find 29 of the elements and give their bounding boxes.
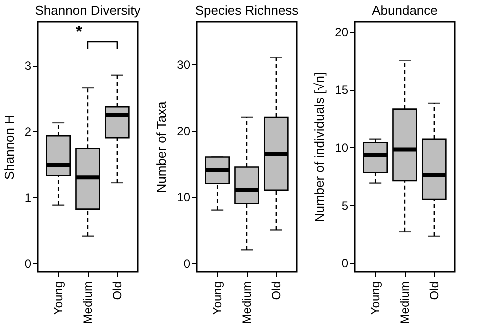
y-tick-label: 5	[342, 198, 349, 213]
y-tick-label: 3	[24, 59, 32, 74]
x-tick-label: Old	[269, 282, 284, 300]
y-tick-label: 0	[184, 256, 191, 271]
x-tick-label: Old	[110, 282, 124, 300]
y-tick-label: 10	[177, 190, 191, 205]
chart-title: Abundance	[372, 3, 438, 18]
chart-title: Species Richness	[195, 3, 300, 18]
x-tick-label: Young	[210, 282, 225, 316]
x-tick-label: Medium	[398, 282, 412, 324]
y-tick-label: 20	[177, 124, 191, 138]
x-tick-label: Young	[52, 282, 66, 316]
y-tick-label: 2	[24, 125, 32, 139]
y-tick-label: 0	[24, 256, 32, 271]
annotation: *	[76, 24, 84, 41]
y-axis-title: Number of Taxa	[154, 100, 170, 194]
y-tick-label: 0	[342, 256, 349, 271]
y-axis-title: Shannon H	[2, 114, 17, 180]
x-tick-label: Old	[427, 282, 442, 300]
y-tick-label: 1	[24, 190, 32, 205]
x-tick-label: Medium	[81, 282, 95, 324]
y-tick-label: 30	[177, 58, 191, 72]
x-tick-label: Medium	[240, 282, 254, 324]
x-tick-label: Young	[368, 282, 383, 316]
y-tick-label: 20	[335, 25, 349, 40]
y-tick-label: 10	[335, 140, 349, 155]
y-axis-title: Number of individuals [√n]	[312, 72, 328, 223]
y-tick-label: 15	[335, 83, 349, 98]
chart-title: Shannon Diversity	[35, 3, 142, 18]
